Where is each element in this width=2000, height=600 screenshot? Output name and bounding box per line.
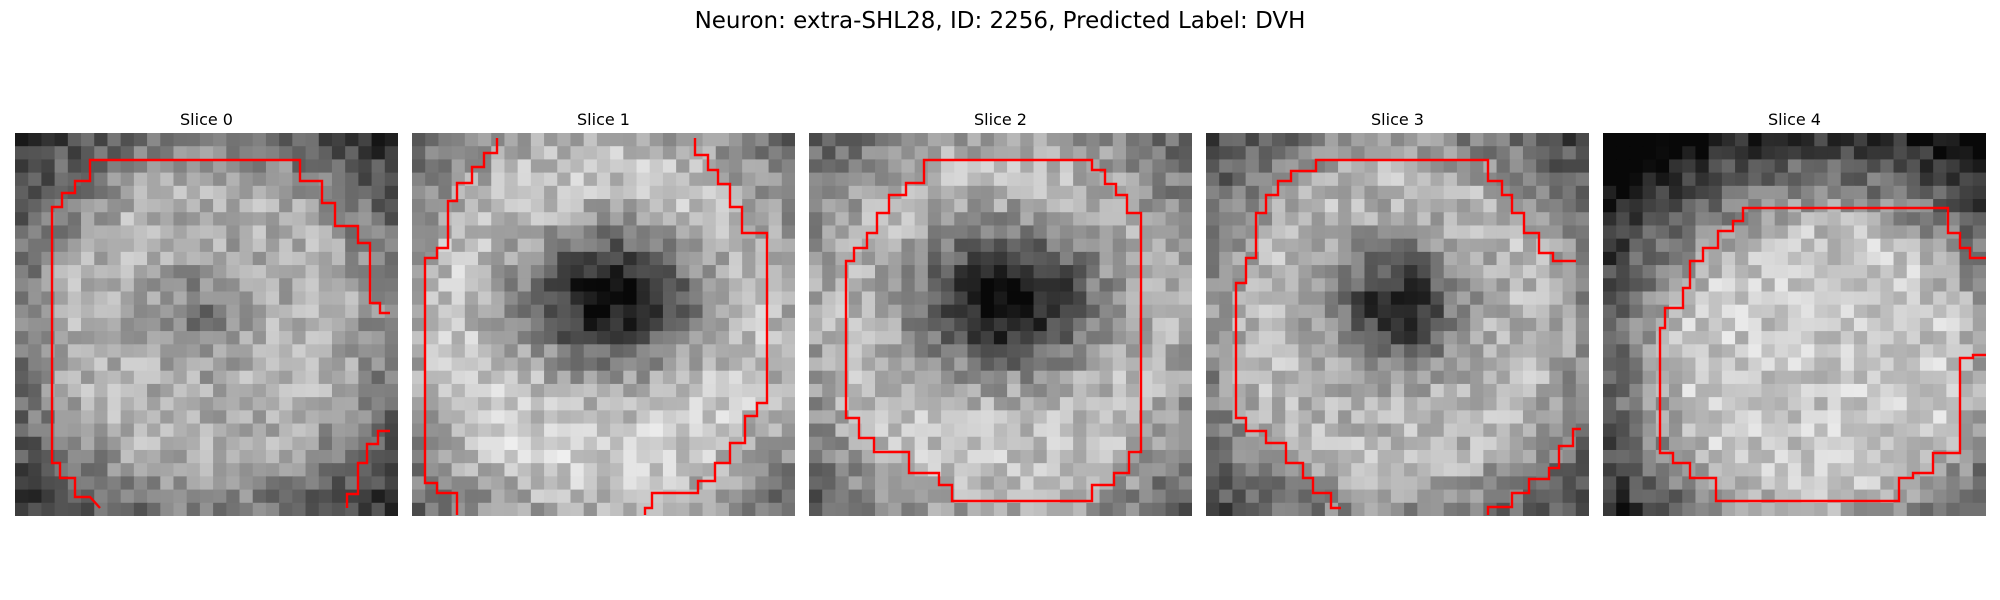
- segmentation-contour: [844, 158, 1143, 503]
- slice-title-4: Slice 4: [1768, 110, 1821, 129]
- slice-image-0: [15, 133, 398, 516]
- segmentation-contour: [1234, 158, 1576, 510]
- segmentation-contour: [50, 158, 390, 509]
- figure-title: Neuron: extra-SHL28, ID: 2256, Predicted…: [694, 8, 1306, 34]
- slice-title-1: Slice 1: [577, 110, 630, 129]
- slice-image-3: [1206, 133, 1589, 516]
- segmentation-contour: [1658, 206, 1986, 503]
- slice-title-0: Slice 0: [180, 110, 233, 129]
- slice-title-3: Slice 3: [1371, 110, 1424, 129]
- slice-image-2: [809, 133, 1192, 516]
- slice-image-1: [412, 133, 795, 516]
- slice-image-4: [1603, 133, 1986, 516]
- slice-title-2: Slice 2: [974, 110, 1027, 129]
- segmentation-contour: [423, 138, 499, 515]
